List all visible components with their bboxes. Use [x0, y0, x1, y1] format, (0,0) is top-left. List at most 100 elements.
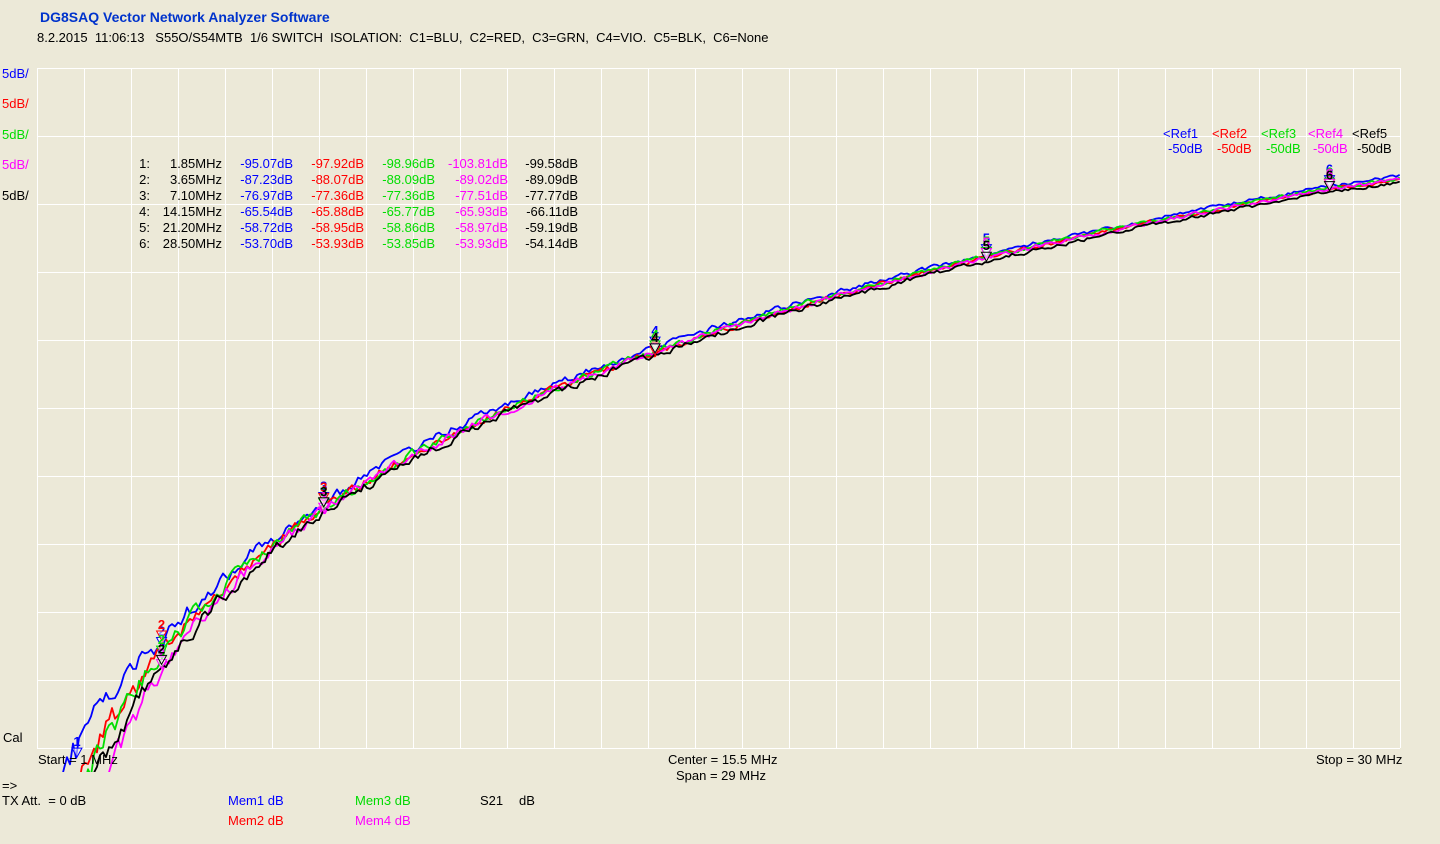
- s21-trace-label[interactable]: S21: [480, 793, 504, 808]
- marker-number-label: 2: [158, 646, 165, 661]
- ref-level-value: -50dB: [1313, 141, 1348, 156]
- marker-row-2-value-ch2: -88.07dB: [311, 172, 364, 187]
- s21-unit-label: dB: [519, 793, 535, 808]
- marker-row-6-frequency: 28.50MHz: [162, 236, 222, 251]
- ref-name: <Ref1: [1163, 126, 1199, 141]
- marker-2-s21[interactable]: 2: [155, 641, 168, 666]
- ref-label-5[interactable]: <Ref5 -50dB: [1352, 126, 1392, 156]
- marker-row-3-frequency: 7.10MHz: [169, 188, 222, 203]
- marker-number-label: 3: [320, 479, 327, 494]
- ref-label-2[interactable]: <Ref2 -50dB: [1212, 126, 1252, 156]
- ref-level-value: -50dB: [1266, 141, 1301, 156]
- span-label[interactable]: Span = 29 MHz: [676, 768, 766, 783]
- ref-label-4[interactable]: <Ref4 -50dB: [1308, 126, 1348, 156]
- marker-row-4-value-ch4: -65.93dB: [455, 204, 508, 219]
- grid-lines: [37, 68, 1401, 749]
- marker-1-mem1[interactable]: 1: [71, 734, 83, 759]
- marker-row-3-value-ch5: -77.77dB: [525, 188, 578, 203]
- tx-attenuation-label[interactable]: TX Att. = 0 dB: [2, 793, 87, 808]
- marker-number-label: 6: [1326, 166, 1333, 181]
- marker-row-1-frequency: 1.85MHz: [169, 156, 222, 171]
- y-scale-label-ch1[interactable]: 5dB/: [2, 66, 29, 81]
- marker-row-2-number: 2:: [139, 172, 150, 187]
- marker-5-s21[interactable]: 5: [980, 238, 993, 263]
- marker-row-1-value-ch2: -97.92dB: [311, 156, 364, 171]
- marker-row-5-value-ch4: -58.97dB: [455, 220, 508, 235]
- y-scale-label-ch4[interactable]: 5dB/: [2, 157, 29, 172]
- marker-row-1-value-ch1: -95.07dB: [240, 156, 293, 171]
- ref-name: <Ref2: [1212, 126, 1248, 141]
- mem1-trace-label[interactable]: Mem1 dB: [228, 793, 284, 808]
- marker-row-3-value-ch1: -76.97dB: [240, 188, 293, 203]
- marker-3-s21[interactable]: 3: [317, 484, 330, 508]
- ref-name: <Ref3: [1261, 126, 1297, 141]
- trace-s21: [93, 180, 1400, 772]
- mem4-trace-label[interactable]: Mem4 dB: [355, 813, 411, 828]
- marker-row-3-value-ch4: -77.51dB: [455, 188, 508, 203]
- marker-triangle-icon: [71, 747, 83, 759]
- marker-number-label: 1: [73, 779, 80, 794]
- marker-row-5-number: 5:: [139, 220, 150, 235]
- marker-1-mem4[interactable]: 1: [72, 840, 82, 844]
- y-scale-label-ch5[interactable]: 5dB/: [2, 188, 29, 203]
- marker-row-6-number: 6:: [139, 236, 150, 251]
- trace-markers[interactable]: 111112222233333444445555566666: [71, 162, 1336, 844]
- marker-row-2-value-ch1: -87.23dB: [240, 172, 293, 187]
- marker-row-4-frequency: 14.15MHz: [162, 204, 222, 219]
- mem3-trace-label[interactable]: Mem3 dB: [355, 793, 411, 808]
- marker-number-label: 2: [158, 617, 165, 632]
- marker-row-3-number: 3:: [139, 188, 150, 203]
- marker-triangle-icon: [649, 343, 661, 354]
- marker-number-label: 3: [320, 484, 327, 499]
- marker-2-mem3[interactable]: 2: [155, 632, 168, 657]
- cal-indicator[interactable]: Cal: [3, 730, 23, 745]
- marker-triangle-icon: [980, 251, 993, 263]
- marker-table: 1: 1.85MHz -95.07dB -97.92dB -98.96dB -103.81…: [128, 156, 578, 252]
- traces: [62, 174, 1400, 772]
- marker-triangle-icon: [155, 645, 168, 657]
- stop-frequency-label[interactable]: Stop = 30 MHz: [1316, 752, 1403, 767]
- measurement-subtitle: 8.2.2015 11:06:13 S55O/S54MTB 1/6 SWITCH…: [37, 30, 769, 45]
- marker-row-3-value-ch2: -77.36dB: [311, 188, 364, 203]
- marker-row-5-value-ch2: -58.95dB: [311, 220, 364, 235]
- mem2-trace-label[interactable]: Mem2 dB: [228, 813, 284, 828]
- marker-number-label: 6: [1326, 168, 1333, 183]
- marker-number-label: 5: [983, 234, 990, 249]
- marker-number-label: 3: [320, 485, 327, 500]
- marker-number-label: 1: [73, 734, 80, 749]
- ref-label-1[interactable]: <Ref1 -50dB: [1163, 126, 1203, 156]
- marker-6-s21[interactable]: 6: [1323, 168, 1336, 192]
- marker-row-5-value-ch1: -58.72dB: [240, 220, 293, 235]
- marker-number-label: 5: [983, 233, 990, 248]
- marker-4-s21[interactable]: 4: [649, 330, 661, 354]
- marker-row-4-value-ch1: -65.54dB: [240, 204, 293, 219]
- marker-number-label: 4: [651, 323, 659, 338]
- marker-row-6-value-ch5: -54.14dB: [525, 236, 578, 251]
- marker-row-4-value-ch2: -65.88dB: [311, 204, 364, 219]
- center-frequency-label[interactable]: Center = 15.5 MHz: [668, 752, 778, 767]
- marker-number-label: 6: [1326, 164, 1333, 179]
- ref-label-3[interactable]: <Ref3 -50dB: [1261, 126, 1301, 156]
- marker-number-label: 2: [158, 632, 165, 647]
- y-scale-label-ch2[interactable]: 5dB/: [2, 96, 29, 111]
- marker-row-5-value-ch5: -59.19dB: [525, 220, 578, 235]
- marker-number-label: 5: [983, 235, 990, 250]
- y-scale-label-ch3[interactable]: 5dB/: [2, 127, 29, 142]
- marker-row-2-value-ch3: -88.09dB: [382, 172, 435, 187]
- marker-number-label: 4: [651, 330, 659, 345]
- trace-mem2: [80, 178, 1400, 772]
- marker-row-4-value-ch5: -66.11dB: [526, 204, 578, 219]
- marker-number-label: 2: [158, 641, 165, 656]
- marker-2-mem2[interactable]: 2: [155, 617, 168, 642]
- marker-number-label: 4: [651, 332, 659, 347]
- start-frequency-label[interactable]: Start = 1 MHz: [38, 752, 118, 767]
- trace-mem1: [62, 174, 1400, 772]
- marker-row-1-value-ch4: -103.81dB: [448, 156, 508, 171]
- app-title: DG8SAQ Vector Network Analyzer Software: [40, 9, 330, 25]
- marker-number-label: 3: [320, 478, 327, 493]
- marker-row-4-value-ch3: -65.77dB: [382, 204, 435, 219]
- marker-number-label: 5: [983, 238, 990, 253]
- marker-row-3-value-ch3: -77.36dB: [382, 188, 435, 203]
